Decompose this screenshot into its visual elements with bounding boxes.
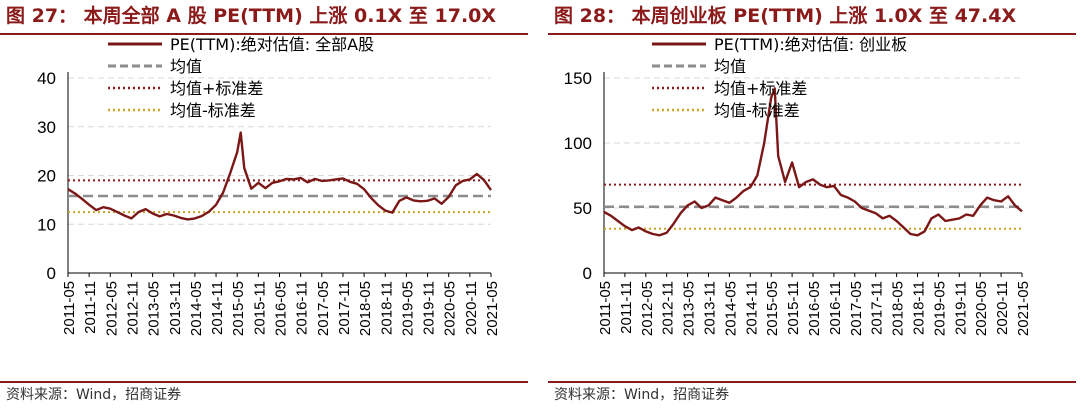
line-chart-all-a-share: 0 10 20 30 40 2011-05 2011-11 2012-05 2012-11 201… (37, 35, 501, 336)
x-tick-label: 2014-11 (209, 281, 226, 335)
y-tick-label: 100 (564, 134, 592, 153)
x-tick-label: 2011-05 (597, 281, 614, 335)
x-tick-label: 2020-05 (973, 281, 990, 336)
x-tick-label: 2012-11 (124, 281, 141, 335)
x-tick-label: 2019-11 (952, 281, 969, 335)
y-tick-label: 10 (37, 215, 56, 234)
x-tick-label: 2012-05 (103, 281, 120, 336)
x-tick-label: 2018-11 (911, 281, 928, 335)
x-tick-label: 2013-05 (146, 281, 163, 336)
series-line (67, 131, 492, 221)
chart-panel-chinext: 图 28： 本周创业板 PE(TTM) 上涨 1.0X 至 47.4X 0 50 1… (548, 0, 1078, 411)
x-tick-label: 2015-05 (764, 281, 781, 336)
x-tick-label: 2020-11 (994, 281, 1011, 335)
chart-title: 图 27： 本周全部 A 股 PE(TTM) 上涨 0.1X 至 17.0X (6, 5, 497, 27)
x-tick-label: 2013-05 (681, 281, 698, 336)
x-tick-label: 2019-05 (931, 281, 948, 336)
x-tick-label: 2021-05 (484, 281, 501, 336)
legend-label: PE(TTM):绝对估值: 全部A股 (170, 35, 374, 54)
source-rule (548, 381, 1076, 383)
x-tick-label: 2016-05 (806, 281, 823, 336)
legend-label: 均值-标准差 (170, 101, 256, 120)
x-tick-label: 2015-05 (230, 281, 247, 336)
chart-panel-all-a-share: 图 27： 本周全部 A 股 PE(TTM) 上涨 0.1X 至 17.0X 0… (0, 0, 530, 411)
legend-label: 均值 (170, 57, 202, 76)
x-tick-label: 2015-11 (251, 281, 268, 335)
source-note: 资料来源：Wind，招商证券 (554, 387, 730, 403)
y-tick-label: 30 (37, 118, 56, 137)
x-tick-label: 2012-11 (660, 281, 677, 335)
x-tick-label: 2018-05 (890, 281, 907, 336)
x-tick-label: 2019-05 (399, 281, 416, 336)
legend-label: 均值+标准差 (714, 79, 807, 98)
x-tick-label: 2017-11 (869, 281, 886, 335)
y-tick-label: 150 (564, 69, 592, 88)
x-tick-label: 2020-05 (442, 281, 459, 336)
x-tick-label: 2016-11 (294, 281, 311, 335)
x-tick-label: 2017-05 (848, 281, 865, 336)
x-tick-label: 2013-11 (702, 281, 719, 335)
x-tick-label: 2016-11 (827, 281, 844, 335)
x-tick-label: 2012-05 (639, 281, 656, 336)
y-tick-label: 20 (37, 167, 56, 186)
legend-label: 均值-标准差 (714, 101, 800, 120)
x-tick-label: 2018-11 (378, 281, 395, 335)
x-tick-label: 2017-11 (336, 281, 353, 335)
x-tick-label: 2018-05 (357, 281, 374, 336)
title-rule (548, 33, 1076, 35)
legend-label: PE(TTM):绝对估值: 创业板 (714, 35, 907, 54)
y-tick-label: 50 (573, 199, 592, 218)
y-tick-label: 0 (47, 264, 56, 283)
x-tick-label: 2011-11 (82, 281, 99, 334)
legend-label: 均值 (714, 57, 746, 76)
series-line (603, 87, 1023, 237)
y-tick-label: 40 (37, 69, 56, 88)
x-tick-label: 2021-05 (1015, 281, 1032, 336)
x-tick-label: 2011-05 (61, 281, 78, 335)
x-tick-label: 2014-11 (743, 281, 760, 335)
x-tick-label: 2015-11 (785, 281, 802, 335)
source-note: 资料来源：Wind，招商证券 (6, 387, 182, 403)
legend-label: 均值+标准差 (170, 79, 263, 98)
x-tick-label: 2017-05 (315, 281, 332, 336)
x-tick-label: 2016-05 (273, 281, 290, 336)
x-tick-label: 2014-05 (188, 281, 205, 336)
chart-title: 图 28： 本周创业板 PE(TTM) 上涨 1.0X 至 47.4X (554, 5, 1017, 27)
x-tick-label: 2011-11 (618, 281, 635, 334)
title-rule (0, 33, 528, 35)
x-tick-label: 2013-11 (167, 281, 184, 335)
x-tick-label: 2020-11 (463, 281, 480, 335)
x-tick-label: 2014-05 (722, 281, 739, 336)
y-tick-label: 0 (583, 264, 592, 283)
source-rule (0, 381, 528, 383)
x-tick-label: 2019-11 (421, 281, 438, 335)
